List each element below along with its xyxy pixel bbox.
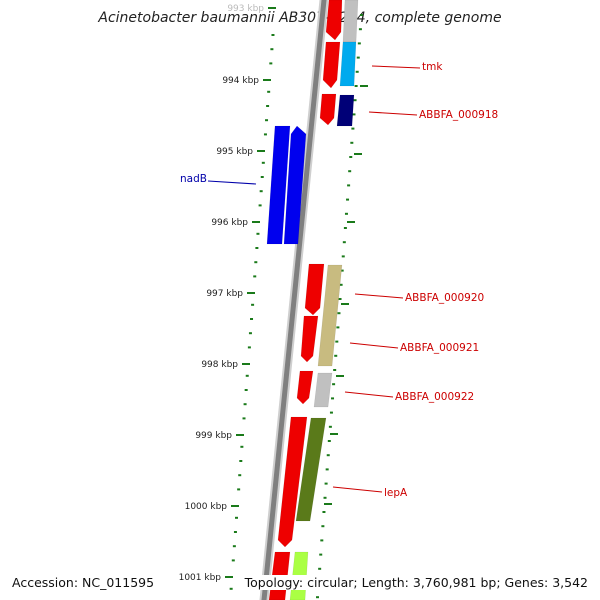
gene-label: ABBFA_000922 [395,391,474,403]
gene-label-leader [332,486,383,493]
gene-arrow [325,0,343,41]
gene-labels: tmk ABBFA_000918 nadB ABBFA_000920 ABBFA_000… [180,61,498,499]
gene-arrow-lepa [277,416,308,548]
gene-arrow [322,41,341,89]
ruler-ticks: 993 kbp 994 kbp 995 kbp 996 kbp 997 kbp 998 k… [179,4,368,599]
ruler-tick-label: 1000 kbp [185,502,228,512]
ruler-tick-label: 999 kbp [195,431,232,441]
gene-label: nadB [180,173,207,185]
gene-block-abbfa-000918 [336,94,355,127]
topology-text: Topology: circular; Length: 3,760,981 bp… [242,575,590,590]
genome-backbone [259,0,329,600]
gene-label-leader [368,111,418,116]
ruler-tick-label: 1001 kbp [179,573,222,583]
gene-nadb-right [283,125,307,245]
gene-label: ABBFA_000920 [405,292,484,304]
gene-label-leader [349,342,399,349]
gene-label: lepA [384,487,408,499]
gene-block [342,0,359,43]
ruler-tick-label: 996 kbp [211,218,248,228]
gene-label: ABBFA_000921 [400,342,479,354]
ruler-tick-label: 993 kbp [227,4,264,14]
backbone-line [261,0,327,600]
gene-label: ABBFA_000918 [419,109,498,121]
ruler-tick-label: 998 kbp [201,360,238,370]
gene-arrow [319,93,337,126]
gene-arrow-abbfa-000920 [304,263,325,316]
ruler-tick-label: 994 kbp [222,76,259,86]
gene-block-abbfa-000922 [313,372,333,408]
gene-label-leader [344,391,394,398]
gene-label: tmk [422,61,443,73]
gene-label-leader [354,293,404,299]
gene-block-tmk [339,41,357,87]
ruler-tick-label: 997 kbp [206,289,243,299]
gene-arrow-abbfa-000922 [296,370,314,405]
gene-block-abbfa-000920 [317,264,343,367]
gene-nadb-left [266,125,291,245]
ruler-tick-label: 995 kbp [216,147,253,157]
accession-text: Accession: NC_011595 [10,575,157,590]
gene-label-leader [207,180,257,185]
gene-arrow-abbfa-000921 [300,315,319,363]
gene-label-leader [371,65,421,69]
gene-block-lepa [295,417,327,522]
map-title: Acinetobacter baumannii AB307-0294, comp… [98,10,502,26]
